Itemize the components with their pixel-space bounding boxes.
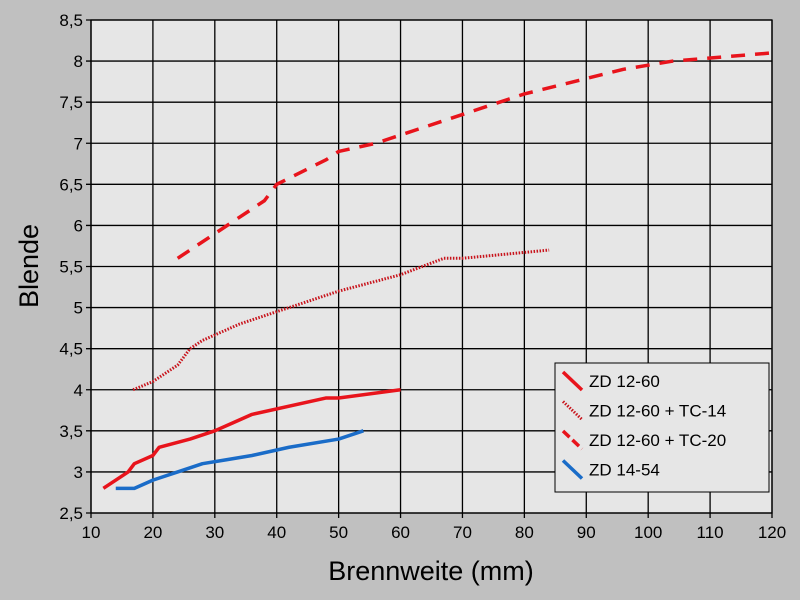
legend: ZD 12-60 ZD 12-60 + TC-14 ZD 12-60 + TC-20… [554,362,770,493]
legend-box [554,362,770,493]
x-tick-label: 120 [758,523,786,542]
series-line-2 [132,248,550,392]
y-tick-label: 3 [74,463,83,482]
x-tick-label: 100 [634,523,662,542]
y-tick-label: 8,5 [59,11,83,30]
y-tick-label: 8 [74,52,83,71]
y-tick-label: 6,5 [59,175,83,194]
x-tick-label: 110 [697,523,724,542]
x-tick-label: 50 [329,523,348,542]
x-tick-label: 60 [391,523,410,542]
legend-swatch-3 [561,429,584,451]
x-tick-label: 20 [143,523,162,542]
legend-swatch-1 [561,370,584,392]
series-line-3 [176,51,773,260]
x-tick-label: 70 [453,523,472,542]
y-tick-label: 7,5 [59,93,83,112]
y-axis-label: Blende [14,224,44,308]
x-tick-label: 80 [515,523,534,542]
y-tick-label: 3,5 [59,422,83,441]
series-line-4 [115,429,364,491]
x-tick-label: 30 [205,523,224,542]
x-axis-label: Brennweite (mm) [328,556,534,586]
x-tick-label: 40 [267,523,286,542]
legend-label-3: ZD 12-60 + TC-20 [589,431,726,450]
legend-label-4: ZD 14-54 [589,461,660,480]
y-tick-label: 5,5 [59,258,83,277]
legend-label-2: ZD 12-60 + TC-14 [589,402,726,421]
x-tick-label: 90 [577,523,596,542]
y-tick-label: 5 [74,299,83,318]
y-tick-label: 7 [74,134,83,153]
legend-swatch-4 [561,459,584,480]
y-tick-label: 4 [74,381,83,400]
legend-label-1: ZD 12-60 [589,372,660,391]
x-tick-label: 10 [82,523,101,542]
y-tick-label: 2,5 [59,504,83,523]
y-tick-label: 6 [74,216,83,235]
series-line-1 [102,388,401,490]
plot-border [90,19,773,514]
legend-swatch-2 [561,400,584,421]
y-tick-label: 4,5 [59,340,83,359]
